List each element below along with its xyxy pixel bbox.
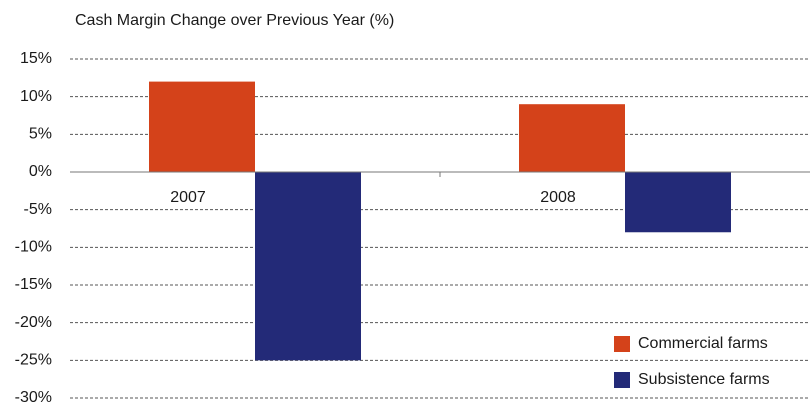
y-tick-label: 15% xyxy=(20,50,52,67)
y-tick-label: -15% xyxy=(15,276,52,293)
chart-title: Cash Margin Change over Previous Year (%… xyxy=(75,12,394,29)
bar xyxy=(625,172,731,233)
bar xyxy=(149,81,255,172)
y-tick-label: 5% xyxy=(29,126,52,143)
y-tick-label: 0% xyxy=(29,163,52,180)
legend-label: Subsistence farms xyxy=(638,371,770,388)
y-tick-label: 10% xyxy=(20,88,52,105)
y-tick-label: -5% xyxy=(24,201,52,218)
y-tick-label: -10% xyxy=(15,239,52,256)
bar xyxy=(519,104,625,172)
y-tick-label: -30% xyxy=(15,389,52,403)
legend-swatch xyxy=(614,372,630,388)
legend-label: Commercial farms xyxy=(638,335,768,352)
y-tick-label: -20% xyxy=(15,314,52,331)
bar xyxy=(255,172,361,361)
legend-swatch xyxy=(614,336,630,352)
x-tick-label: 2007 xyxy=(170,189,206,206)
y-tick-label: -25% xyxy=(15,352,52,369)
x-tick-label: 2008 xyxy=(540,189,576,206)
